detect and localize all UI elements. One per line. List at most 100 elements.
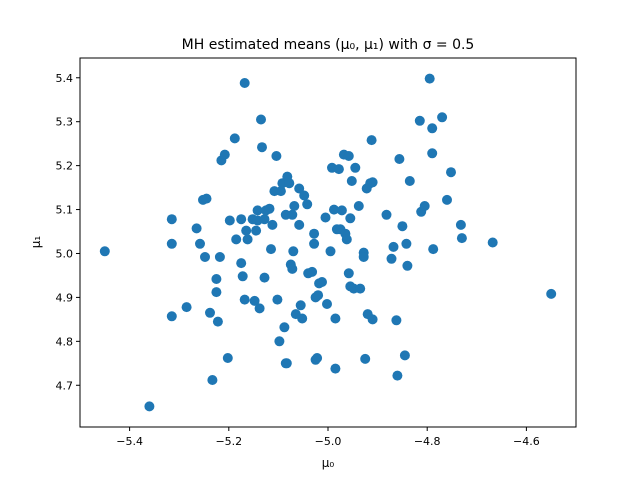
scatter-point — [419, 201, 430, 211]
scatter-point — [386, 253, 397, 264]
scatter-point — [388, 241, 399, 252]
scatter-point — [343, 151, 354, 161]
scatter-point — [346, 176, 357, 186]
scatter-point — [297, 313, 308, 324]
y-axis-ticks: 4.7 4.8 4.9 5.0 5.1 5.2 5.3 5.4 — [56, 72, 80, 392]
scatter-point — [287, 209, 298, 220]
scatter-point — [200, 252, 210, 262]
scatter-point — [404, 176, 415, 186]
y-tick-label: 4.8 — [56, 335, 74, 348]
x-axis-label: μ₀ — [322, 456, 335, 470]
scatter-point — [367, 314, 378, 325]
scatter-point — [329, 204, 339, 215]
scatter-point — [191, 223, 202, 234]
scatter-point — [312, 353, 323, 363]
scatter-point — [367, 177, 378, 188]
scatter-point — [397, 221, 408, 232]
scatter-point — [355, 283, 366, 294]
chart-title: MH estimated means (μ₀, μ₁) with σ = 0.5 — [182, 37, 475, 53]
scatter-point — [353, 201, 364, 211]
scatter-point — [280, 358, 291, 369]
scatter-point — [205, 307, 215, 318]
scatter-point — [309, 228, 320, 239]
y-tick-label: 5.1 — [56, 204, 74, 217]
scatter-point — [289, 201, 300, 211]
scatter-point — [222, 353, 233, 363]
scatter-point — [307, 266, 318, 277]
scatter-point — [309, 238, 320, 249]
scatter-point — [546, 288, 557, 299]
x-tick-label: −5.4 — [116, 435, 143, 448]
scatter-point — [330, 363, 341, 374]
scatter-point — [272, 294, 283, 305]
scatter-point — [295, 300, 306, 311]
scatter-point — [256, 114, 266, 125]
scatter-point — [219, 149, 230, 160]
scatter-point — [320, 212, 331, 223]
scatter-point — [257, 142, 267, 153]
x-tick-label: −5.0 — [315, 435, 342, 448]
y-tick-label: 5.4 — [56, 72, 74, 85]
scatter-point — [427, 148, 438, 159]
x-tick-label: −5.2 — [215, 435, 242, 448]
scatter-point — [236, 214, 247, 225]
scatter-point — [437, 112, 448, 123]
scatter-point — [287, 263, 298, 274]
scatter-point — [336, 205, 347, 216]
scatter-point — [284, 178, 295, 189]
scatter-point — [341, 234, 352, 245]
scatter-point — [391, 315, 402, 326]
scatter-point — [251, 225, 262, 236]
scatter-point — [446, 167, 456, 178]
scatter-point — [366, 135, 377, 146]
scatter-point — [259, 214, 270, 225]
scatter-point — [392, 370, 403, 381]
scatter-point — [236, 258, 247, 269]
scatter-point — [343, 268, 354, 279]
scatter-point — [428, 244, 439, 255]
scatter-point — [264, 203, 275, 214]
scatter-point — [249, 295, 260, 306]
x-axis-ticks: −5.4 −5.2 −5.0 −4.8 −4.6 — [116, 427, 540, 448]
scatter-point — [99, 246, 110, 257]
points-layer — [99, 73, 557, 412]
plot-frame — [79, 57, 577, 428]
scatter-point — [288, 246, 299, 257]
scatter-point — [166, 214, 177, 225]
y-tick-label: 4.9 — [56, 291, 74, 304]
scatter-point — [299, 190, 310, 201]
y-tick-label: 5.0 — [56, 247, 74, 260]
scatter-point — [242, 234, 253, 245]
scatter-point — [414, 115, 425, 126]
scatter-point — [456, 233, 467, 244]
scatter-point — [166, 311, 177, 322]
scatter-point — [271, 151, 282, 161]
scatter-point — [144, 401, 155, 412]
scatter-point — [325, 246, 336, 257]
scatter-point — [252, 205, 263, 216]
y-tick-label: 4.7 — [56, 379, 74, 392]
scatter-point — [294, 183, 305, 194]
scatter-point — [166, 238, 177, 249]
scatter-point — [302, 199, 313, 210]
scatter-point — [201, 193, 212, 204]
x-tick-label: −4.8 — [414, 435, 441, 448]
scatter-point — [241, 225, 252, 236]
scatter-point — [350, 162, 361, 173]
scatter-point — [239, 78, 250, 88]
y-tick-label: 5.3 — [56, 116, 74, 129]
scatter-point — [294, 219, 305, 230]
scatter-point — [207, 375, 218, 385]
scatter-point — [211, 274, 222, 284]
scatter-point — [313, 290, 324, 301]
scatter-point — [424, 73, 435, 84]
scatter-point — [266, 244, 276, 255]
scatter-point — [360, 353, 371, 364]
scatter-point — [330, 313, 341, 324]
scatter-point — [399, 350, 410, 361]
scatter-point — [224, 215, 235, 226]
scatter-point — [442, 194, 452, 205]
x-tick-label: −4.6 — [513, 435, 540, 448]
scatter-point — [358, 252, 369, 262]
y-tick-label: 5.2 — [56, 160, 74, 173]
